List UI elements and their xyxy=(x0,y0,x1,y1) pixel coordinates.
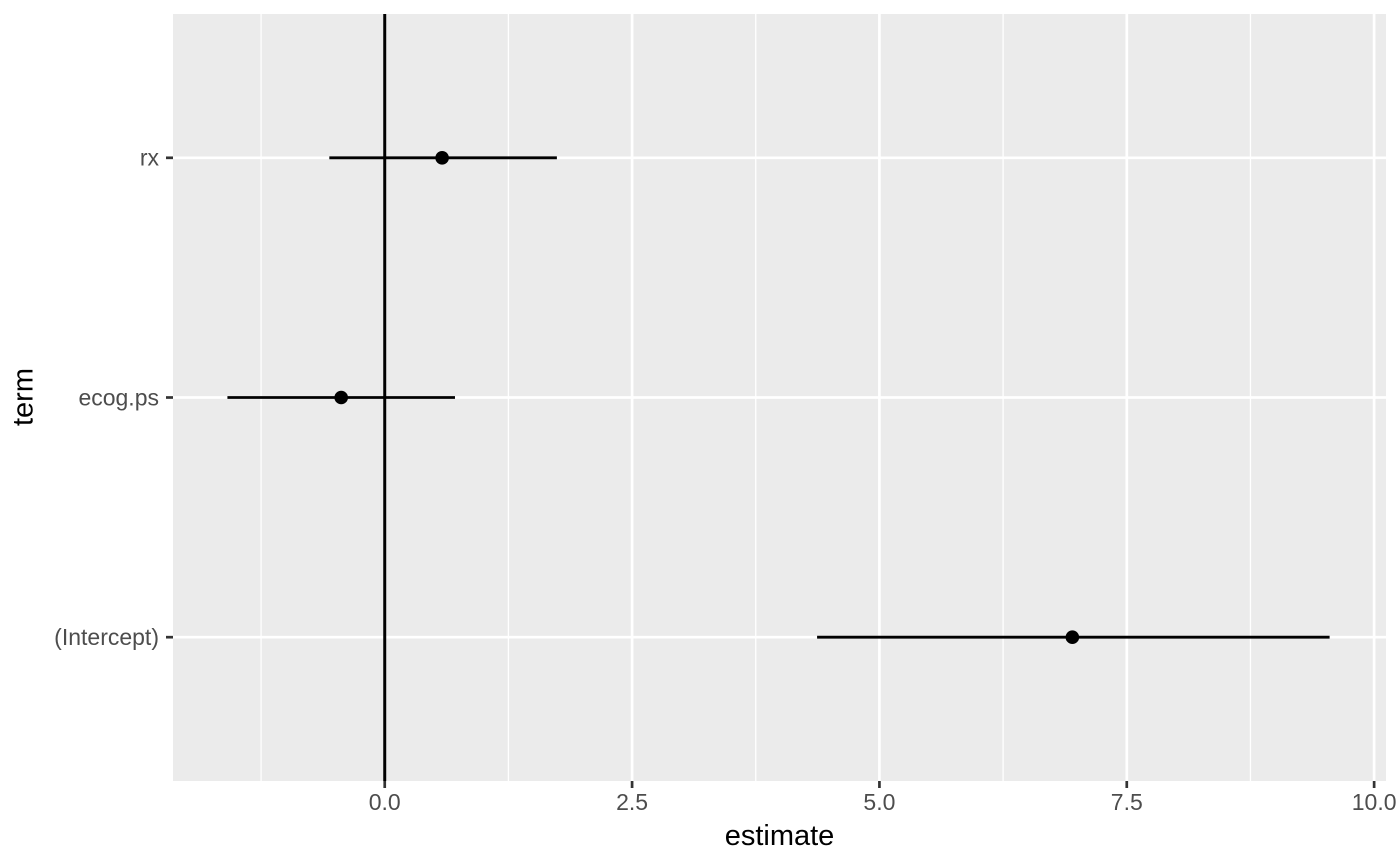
y-axis-title: term xyxy=(7,368,40,426)
x-axis-title: estimate xyxy=(724,820,835,852)
y-tick-label: rx xyxy=(140,145,160,171)
x-tick-label: 10.0 xyxy=(1352,789,1397,815)
x-tick-label: 2.5 xyxy=(616,789,648,815)
y-tick-label: ecog.ps xyxy=(78,384,159,410)
estimate-point xyxy=(334,390,348,405)
estimate-point xyxy=(435,151,449,165)
x-tick-label: 5.0 xyxy=(863,789,895,815)
y-tick-label: (Intercept) xyxy=(54,624,159,650)
x-tick-label: 0.0 xyxy=(369,789,401,815)
estimate-point xyxy=(1065,630,1080,644)
x-tick-label: 7.5 xyxy=(1111,789,1143,815)
